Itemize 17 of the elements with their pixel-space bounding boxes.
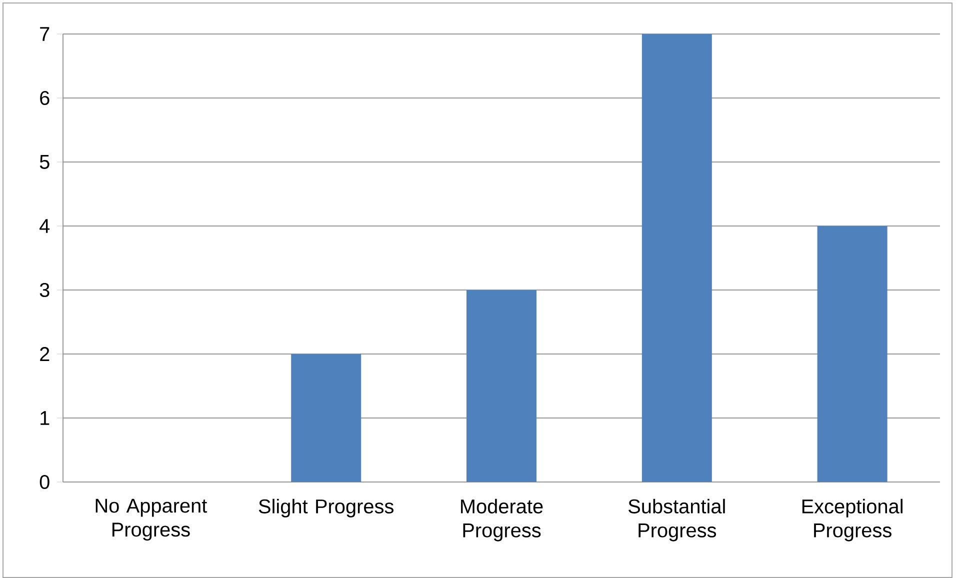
y-tick-label: 0 (40, 474, 50, 490)
y-tick-label: 6 (40, 90, 50, 106)
y-tick-label: 7 (40, 27, 50, 41)
x-tick-label: Slight Progress (258, 498, 394, 518)
y-tick-label: 3 (40, 282, 50, 298)
x-tick-label: No Apparent Progress (96, 498, 208, 541)
x-tick-label: Moderate Progress (461, 498, 543, 542)
bar (466, 290, 537, 482)
y-tick-label: 4 (40, 219, 50, 233)
bar (817, 226, 888, 482)
y-tick-label: 5 (40, 155, 50, 169)
x-tick-label: Exceptional Progress (802, 498, 902, 542)
x-tick-label: Substantial Progress (628, 498, 725, 542)
y-tick-label: 1 (40, 411, 50, 425)
bar (291, 354, 362, 482)
bar (642, 34, 712, 482)
y-tick-label: 2 (40, 347, 50, 361)
